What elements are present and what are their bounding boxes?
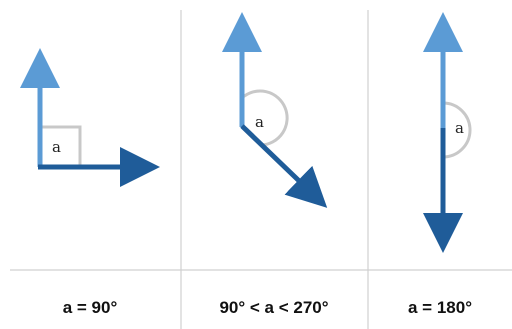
caption-straight-angle: a = 180° [408, 298, 472, 317]
panel-straight-angle: a [423, 12, 472, 253]
caption-right-angle: a = 90° [62, 298, 118, 317]
diagonal-vector [240, 124, 328, 208]
panel-right-angle: a [19, 48, 160, 187]
angle-label-3: a [455, 119, 464, 137]
angle-arc-straight [442, 101, 472, 159]
angle-label-1: a [52, 138, 61, 156]
angle-arc-obtuse [240, 89, 289, 147]
angle-label-2: a [255, 113, 264, 131]
caption-obtuse-angle: 90° < a < 270° [219, 298, 329, 317]
panel-obtuse-angle: a [222, 12, 328, 208]
